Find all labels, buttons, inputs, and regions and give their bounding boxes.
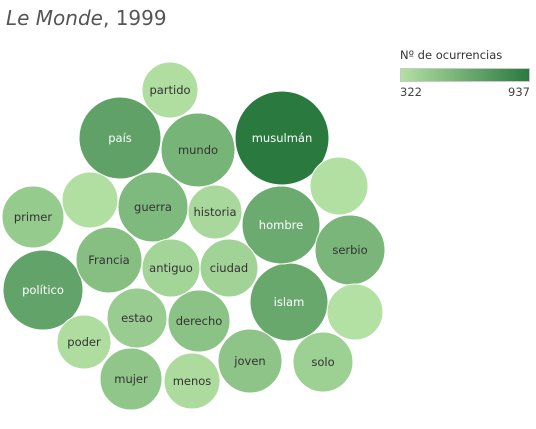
- legend-max-label: 937: [508, 85, 530, 99]
- bubble[interactable]: [309, 156, 369, 216]
- bubble-label: ciudad: [210, 261, 248, 275]
- legend-min-label: 322: [400, 85, 422, 99]
- bubble-circle[interactable]: [141, 61, 199, 119]
- bubble-label: joven: [233, 354, 265, 368]
- color-legend: Nº de ocurrencias 322 937: [400, 48, 532, 101]
- bubble[interactable]: mundo: [160, 112, 236, 188]
- bubble-circle[interactable]: [106, 287, 168, 349]
- bubble[interactable]: [61, 171, 119, 229]
- bubble-circle[interactable]: [99, 347, 163, 411]
- bubble-circle[interactable]: [1, 185, 65, 249]
- bubble-label: país: [108, 131, 132, 145]
- bubble-label: menos: [173, 374, 212, 388]
- bubble-label: partido: [149, 83, 190, 97]
- bubble-label: mundo: [178, 143, 218, 157]
- bubble-circle[interactable]: [56, 314, 112, 370]
- bubble[interactable]: hombre: [241, 185, 321, 265]
- bubble-circle[interactable]: [309, 156, 369, 216]
- bubble-label: guerra: [134, 200, 172, 214]
- legend-gradient-bar: [400, 68, 530, 82]
- bubble[interactable]: musulmán: [234, 90, 330, 186]
- bubble[interactable]: guerra: [117, 171, 189, 243]
- bubble[interactable]: antiguo: [141, 238, 201, 298]
- bubble-circle[interactable]: [78, 96, 162, 180]
- chart-title-year: , 1999: [102, 6, 167, 30]
- bubble[interactable]: mujer: [99, 347, 163, 411]
- bubble-label: Francia: [88, 253, 129, 267]
- bubble[interactable]: solo: [292, 331, 354, 393]
- bubble[interactable]: joven: [217, 328, 283, 394]
- legend-title: Nº de ocurrencias: [400, 48, 503, 62]
- bubble-label: musulmán: [252, 131, 313, 145]
- bubble-label: historia: [194, 205, 237, 219]
- bubble-label: solo: [311, 355, 334, 369]
- bubble-label: estao: [121, 311, 153, 325]
- bubble-label: primer: [14, 210, 53, 224]
- bubble-circle[interactable]: [167, 289, 231, 353]
- bubble[interactable]: derecho: [167, 289, 231, 353]
- bubble-circle[interactable]: [160, 112, 236, 188]
- bubble-circle[interactable]: [187, 184, 243, 240]
- chart-title-italic: Le Monde: [6, 6, 103, 30]
- bubble[interactable]: partido: [141, 61, 199, 119]
- chart-title: Le Monde, 1999: [6, 6, 167, 30]
- legend-labels: 322 937: [400, 85, 532, 101]
- bubble-circle[interactable]: [75, 226, 143, 294]
- bubble[interactable]: serbio: [314, 214, 386, 286]
- bubble-label: serbio: [332, 243, 367, 257]
- bubble[interactable]: historia: [187, 184, 243, 240]
- bubble-label: hombre: [259, 218, 303, 232]
- bubble[interactable]: primer: [1, 185, 65, 249]
- bubble-label: poder: [67, 335, 101, 349]
- bubble-label: islam: [274, 295, 305, 309]
- bubble-circle[interactable]: [61, 171, 119, 229]
- bubble[interactable]: islam: [249, 262, 329, 342]
- bubble-label: antiguo: [149, 261, 193, 275]
- bubble[interactable]: [326, 283, 384, 341]
- bubble[interactable]: estao: [106, 287, 168, 349]
- bubble-circle[interactable]: [292, 331, 354, 393]
- bubble-circle[interactable]: [234, 90, 330, 186]
- bubble-label: derecho: [176, 314, 223, 328]
- bubble-label: mujer: [114, 372, 148, 386]
- bubble-circle[interactable]: [217, 328, 283, 394]
- bubble-circle[interactable]: [141, 238, 201, 298]
- bubble-circle[interactable]: [241, 185, 321, 265]
- bubble[interactable]: menos: [163, 352, 221, 410]
- bubble-circle[interactable]: [2, 249, 84, 331]
- bubble-circle[interactable]: [163, 352, 221, 410]
- bubble[interactable]: Francia: [75, 226, 143, 294]
- bubble-circle[interactable]: [326, 283, 384, 341]
- bubble[interactable]: poder: [56, 314, 112, 370]
- bubble[interactable]: país: [78, 96, 162, 180]
- bubble[interactable]: ciudad: [199, 238, 259, 298]
- bubble-label: político: [22, 283, 64, 297]
- bubble[interactable]: político: [2, 249, 84, 331]
